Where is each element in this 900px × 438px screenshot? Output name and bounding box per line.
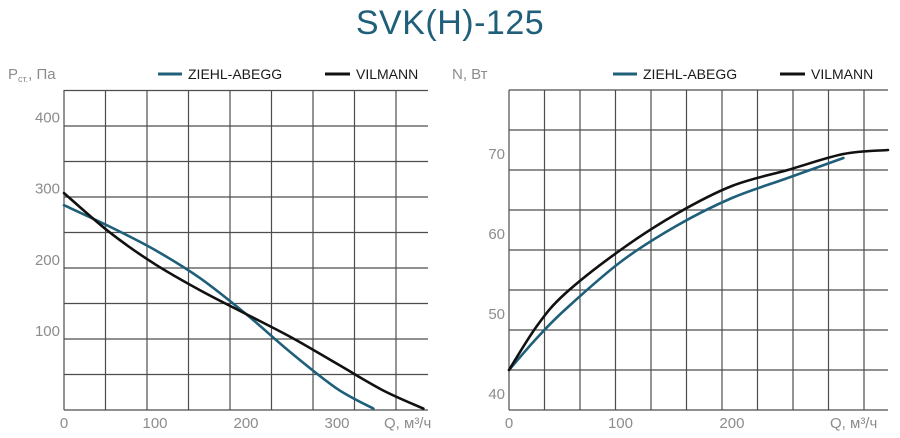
- page-title: SVK(H)-125: [355, 4, 545, 42]
- x-tick-label: 200: [719, 415, 744, 432]
- x-tick-label: 300: [324, 415, 349, 432]
- y-axis-label-main: P: [8, 66, 18, 83]
- legend-label-ziehl: ZIEHL-ABEGG: [188, 66, 282, 82]
- grid: [63, 89, 428, 411]
- y-axis-label: Pст., Па: [8, 66, 56, 84]
- y-tick-label: 60: [488, 226, 505, 243]
- series-line-vilmann: [507, 148, 890, 372]
- legend-label-vilmann: VILMANN: [811, 66, 873, 82]
- y-axis-label-rest: , Па: [28, 66, 56, 83]
- y-tick-label: 100: [35, 323, 60, 340]
- y-tick-label: 70: [488, 146, 505, 163]
- legend-label-ziehl: ZIEHL-ABEGG: [643, 66, 737, 82]
- y-tick-label: 40: [488, 386, 505, 403]
- x-axis-label: Q, м³/ч: [830, 415, 877, 432]
- legend: ZIEHL-ABEGG VILMANN: [613, 66, 873, 82]
- y-tick-label: 200: [35, 252, 60, 269]
- y-tick-label: 400: [35, 110, 60, 127]
- series-line-vilmann: [62, 191, 425, 410]
- x-axis-label: Q, м³/ч: [384, 415, 431, 432]
- x-tick-label: 0: [60, 415, 68, 432]
- pressure-chart: ZIEHL-ABEGG VILMANN Pст., Па Q, м³/ч 0 10…: [8, 66, 431, 432]
- series-line-ziehl: [507, 156, 845, 372]
- legend: ZIEHL-ABEGG VILMANN: [158, 66, 418, 82]
- power-chart: ZIEHL-ABEGG VILMANN N, Вт Q, м³/ч 0 100 20…: [452, 66, 890, 432]
- series-line-ziehl: [62, 203, 375, 410]
- y-axis-label-sub: ст.: [18, 74, 28, 84]
- y-axis-label: N, Вт: [452, 66, 488, 83]
- x-tick-label: 200: [233, 415, 258, 432]
- x-tick-label: 100: [608, 415, 633, 432]
- x-tick-label: 0: [505, 415, 513, 432]
- x-tick-label: 100: [142, 415, 167, 432]
- legend-label-vilmann: VILMANN: [356, 66, 418, 82]
- y-tick-label: 300: [35, 181, 60, 198]
- grid: [508, 89, 888, 411]
- y-tick-label: 50: [488, 306, 505, 323]
